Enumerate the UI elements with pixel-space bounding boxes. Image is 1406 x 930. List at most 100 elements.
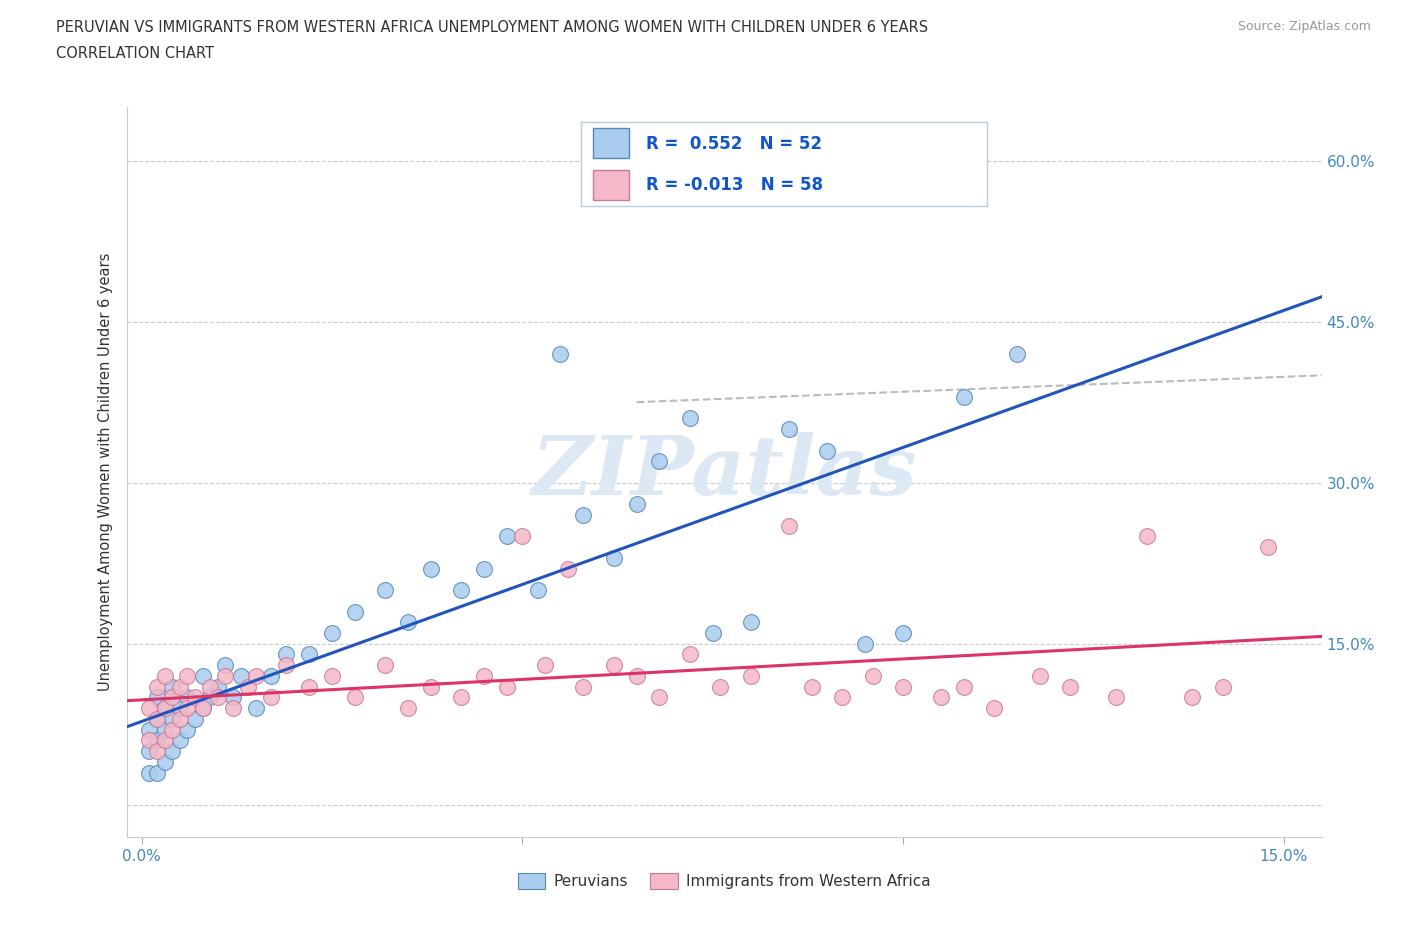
Point	[512, 529, 534, 544]
Point	[891, 626, 914, 641]
Point	[238, 679, 260, 694]
Point	[702, 626, 724, 641]
Point	[146, 733, 169, 748]
Point	[214, 658, 236, 672]
Point	[1257, 539, 1279, 554]
Point	[891, 679, 914, 694]
Point	[169, 733, 191, 748]
Point	[153, 754, 176, 769]
Point	[276, 647, 298, 662]
Point	[160, 690, 183, 705]
Point	[526, 582, 548, 597]
Point	[679, 647, 702, 662]
Point	[800, 679, 823, 694]
Point	[396, 700, 419, 715]
Point	[929, 690, 952, 705]
Point	[214, 669, 236, 684]
Text: CORRELATION CHART: CORRELATION CHART	[56, 46, 214, 61]
Point	[207, 690, 229, 705]
Point	[169, 679, 191, 694]
Point	[953, 390, 976, 405]
Point	[245, 700, 267, 715]
Point	[176, 700, 198, 715]
Point	[146, 711, 169, 726]
Point	[709, 679, 731, 694]
Point	[1212, 679, 1234, 694]
Point	[420, 561, 443, 576]
Point	[496, 529, 519, 544]
Point	[191, 700, 214, 715]
Point	[138, 723, 160, 737]
Point	[831, 690, 853, 705]
Point	[953, 679, 976, 694]
Point	[200, 679, 222, 694]
Point	[184, 711, 207, 726]
Text: PERUVIAN VS IMMIGRANTS FROM WESTERN AFRICA UNEMPLOYMENT AMONG WOMEN WITH CHILDRE: PERUVIAN VS IMMIGRANTS FROM WESTERN AFRI…	[56, 20, 928, 35]
Point	[557, 561, 579, 576]
Point	[374, 658, 396, 672]
Point	[184, 690, 207, 705]
Text: ZIPatlas: ZIPatlas	[531, 432, 917, 512]
Point	[191, 700, 214, 715]
Point	[1029, 669, 1052, 684]
Point	[260, 669, 283, 684]
Point	[222, 700, 245, 715]
Point	[298, 679, 321, 694]
Point	[853, 636, 876, 651]
Point	[160, 679, 183, 694]
Point	[602, 658, 624, 672]
Point	[534, 658, 557, 672]
Point	[153, 723, 176, 737]
Point	[343, 690, 366, 705]
Point	[146, 765, 169, 780]
Point	[648, 690, 671, 705]
Point	[245, 669, 267, 684]
Point	[648, 454, 671, 469]
Point	[626, 497, 648, 512]
Point	[343, 604, 366, 619]
Point	[160, 711, 183, 726]
Point	[778, 421, 800, 436]
Point	[321, 669, 343, 684]
Point	[450, 582, 472, 597]
Point	[276, 658, 298, 672]
Point	[153, 733, 176, 748]
Point	[138, 744, 160, 759]
Point	[146, 690, 169, 705]
Point	[153, 700, 176, 715]
Point	[153, 669, 176, 684]
Point	[222, 690, 245, 705]
Point	[472, 561, 495, 576]
Point	[176, 690, 198, 705]
Point	[450, 690, 472, 705]
Point	[420, 679, 443, 694]
Point	[176, 723, 198, 737]
Point	[396, 615, 419, 630]
Point	[169, 700, 191, 715]
Point	[169, 711, 191, 726]
Point	[260, 690, 283, 705]
Point	[778, 518, 800, 533]
Point	[1105, 690, 1128, 705]
Y-axis label: Unemployment Among Women with Children Under 6 years: Unemployment Among Women with Children U…	[98, 253, 114, 691]
Point	[983, 700, 1005, 715]
Point	[1005, 347, 1028, 362]
Point	[160, 723, 183, 737]
Point	[1135, 529, 1157, 544]
Point	[153, 700, 176, 715]
Point	[602, 551, 624, 565]
Point	[862, 669, 884, 684]
Point	[146, 679, 169, 694]
Point	[160, 744, 183, 759]
Point	[679, 411, 702, 426]
Point	[146, 744, 169, 759]
Point	[176, 669, 198, 684]
Point	[138, 733, 160, 748]
Point	[572, 679, 595, 694]
Point	[207, 679, 229, 694]
Point	[472, 669, 495, 684]
Point	[138, 765, 160, 780]
Text: Source: ZipAtlas.com: Source: ZipAtlas.com	[1237, 20, 1371, 33]
Point	[572, 508, 595, 523]
Point	[298, 647, 321, 662]
